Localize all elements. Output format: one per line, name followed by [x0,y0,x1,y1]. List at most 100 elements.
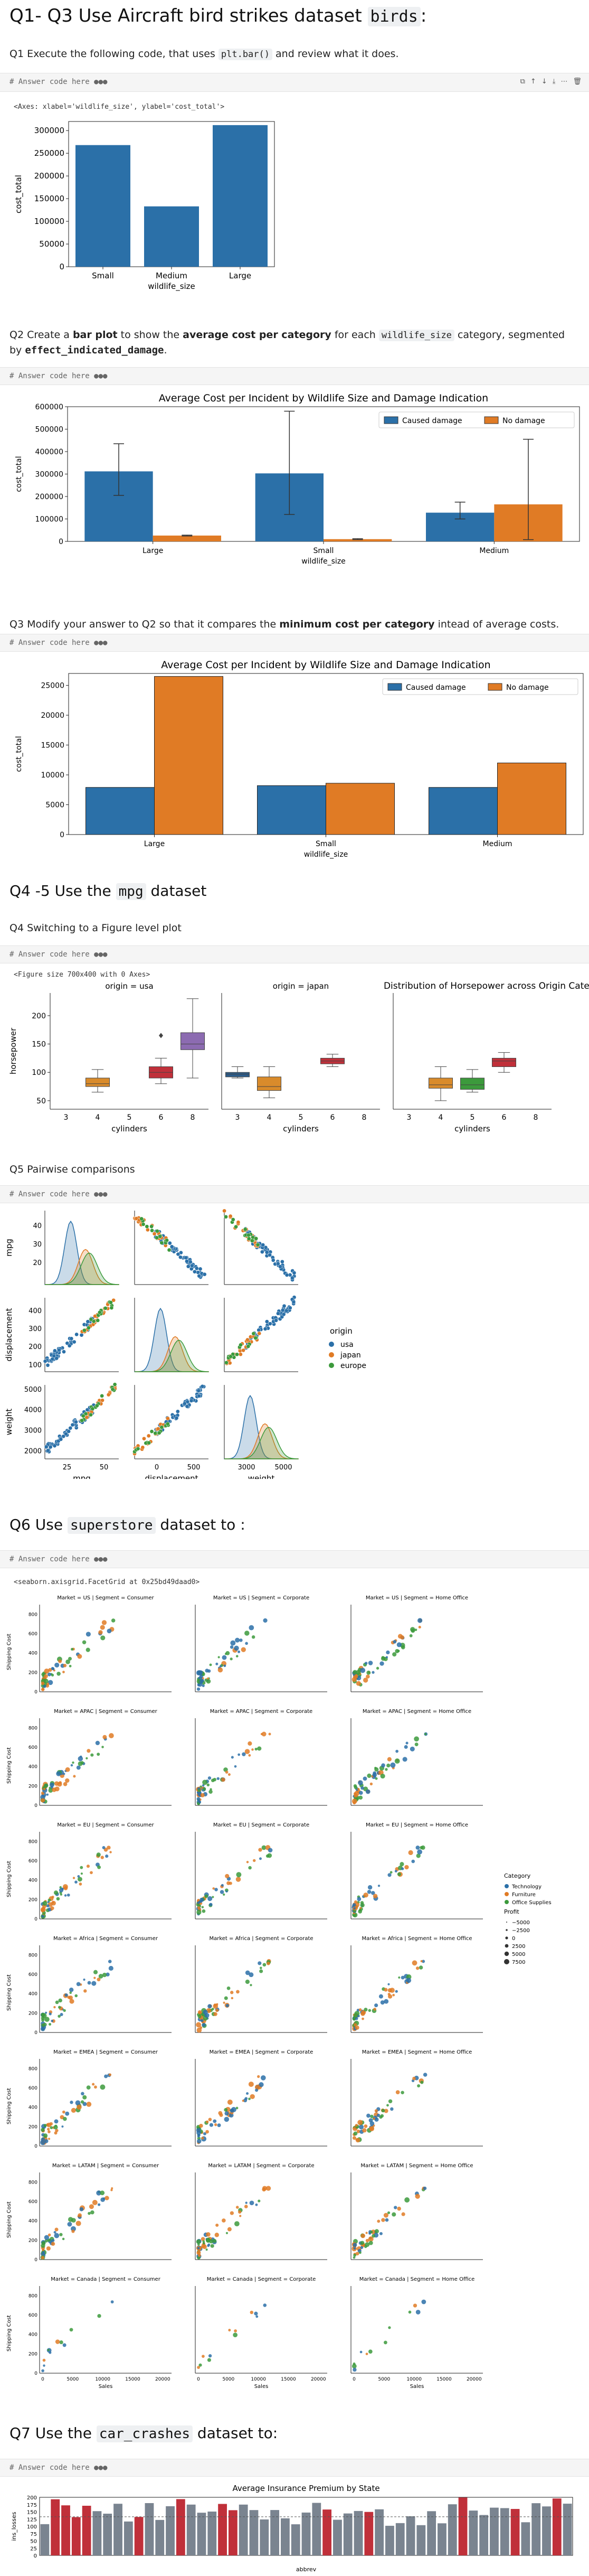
x-tick-label: 0 [41,2377,44,2382]
code-placeholder[interactable]: # Answer code here ●●● [10,639,108,647]
bar [207,2511,217,2555]
scatter-point [260,1732,263,1736]
scatter-point [364,1662,368,1665]
scatter-point [106,1392,111,1397]
scatter-point [245,1642,248,1645]
scatter-point [416,1853,421,1858]
scatter-point [276,1311,280,1316]
code-cell-q1[interactable]: # Answer code here ●●● ⧉ ↑ ↓ ⤓ ⋯ 🗑 [0,73,589,92]
scatter-point [40,2140,46,2146]
scatter-point [360,1668,366,1673]
code-cell-q3[interactable]: # Answer code here ●●● [0,634,589,652]
move-down-icon[interactable]: ↓ [541,78,547,86]
delete-icon[interactable]: 🗑 [573,78,582,86]
scatter-point [359,2251,362,2254]
scatter-point [205,2120,209,2123]
scatter-point [53,2231,56,2234]
scatter-point [353,2253,357,2257]
scatter-point [55,2129,59,2132]
code-cell-q4[interactable]: # Answer code here ●●● [0,945,589,963]
code-placeholder[interactable]: # Answer code here ●●● [10,1190,108,1198]
code-cell-q5[interactable]: # Answer code here ●●● [0,1185,589,1203]
y-tick-label: 400 [28,2105,37,2111]
scatter-point [48,1788,53,1793]
scatter-point [43,1787,46,1791]
scatter-point [368,1661,373,1665]
code-cell-q6[interactable]: # Answer code here ●●● [0,1550,589,1568]
scatter-point [284,1273,289,1277]
scatter-point [246,1233,251,1238]
scatter-point [90,1871,93,1875]
scatter-point [255,2088,259,2092]
scatter-point [358,1791,363,1795]
scatter-point [383,2213,388,2218]
scatter-point [231,1997,234,2000]
scatter-point [252,1859,256,1862]
scatter-point [44,1445,49,1449]
scatter-point [261,1731,267,1737]
scatter-point [234,1224,238,1229]
y-axis-label: ins_losses [11,2512,17,2541]
bar [324,539,392,541]
y-tick-label: 40 [33,1222,42,1230]
code-placeholder[interactable]: # Answer code here ●●● [10,1555,108,1563]
scatter-point [86,1632,91,1637]
scatter-point [58,1998,62,2003]
y-tick-label: 25000 [41,682,64,690]
x-tick-label: 10000 [251,2377,266,2382]
scatter-point [362,2128,367,2133]
save-icon[interactable]: ⤓ [552,78,556,86]
scatter-point [202,1779,208,1785]
scatter-point [71,1647,74,1651]
move-up-icon[interactable]: ↑ [530,78,536,86]
scatter-point [196,1797,201,1801]
bar [497,762,566,835]
bar [416,2525,426,2555]
scatter-point [197,1670,202,1675]
scatter-point [167,1248,172,1252]
legend-title: Category [504,1872,531,1879]
legend-box [378,411,575,428]
y-tick-label: 0 [60,831,64,839]
scatter-point [197,1904,200,1906]
code-placeholder[interactable]: # Answer code here ●●● [10,950,108,959]
code-placeholder[interactable]: # Answer code here ●●● [10,372,108,380]
scatter-point [212,1896,214,1898]
scatter-point [43,2133,48,2138]
x-axis-label: weight [248,1474,275,1479]
copy-icon[interactable]: ⧉ [520,78,525,86]
scatter-point [375,1777,378,1780]
scatter-point [264,1250,269,1254]
scatter-point [54,2119,59,2124]
scatter-point [282,1304,287,1308]
scatter-point [71,2107,77,2113]
scatter-point [167,1241,172,1245]
scatter-point [381,2109,385,2113]
code-placeholder[interactable]: # Answer code here ●●● [10,78,108,86]
more-icon[interactable]: ⋯ [560,78,568,86]
x-tick-label: 10000 [95,2377,110,2382]
scatter-point [394,2206,397,2209]
y-tick-label: 200 [28,1343,42,1351]
y-axis-label: Shipping Cost [6,1634,12,1670]
scatter-point [392,2212,396,2217]
code-cell-q7[interactable]: # Answer code here ●●● [0,2459,589,2477]
scatter-point [381,1656,386,1661]
code-placeholder[interactable]: # Answer code here ●●● [10,2463,108,2472]
y-axis-label: Shipping Cost [6,1974,12,2011]
scatter-point [197,1683,200,1687]
y-tick-label: 0 [34,2030,37,2036]
section-heading-birds: Q1- Q3 Use Aircraft bird strikes dataset… [10,5,426,26]
scatter-point [262,1963,267,1967]
scatter-point [196,1909,202,1915]
scatter-point [268,1253,272,1257]
scatter-point [386,1763,391,1768]
box [86,1078,110,1087]
scatter-point [197,1788,201,1792]
scatter-point [169,1244,174,1249]
x-tick-label: Small [314,547,334,555]
scatter-point [274,1318,278,1323]
scatter-point [372,1671,375,1674]
facet-title: Market = US | Segment = Corporate [213,1595,309,1601]
code-cell-q2[interactable]: # Answer code here ●●● [0,367,589,385]
